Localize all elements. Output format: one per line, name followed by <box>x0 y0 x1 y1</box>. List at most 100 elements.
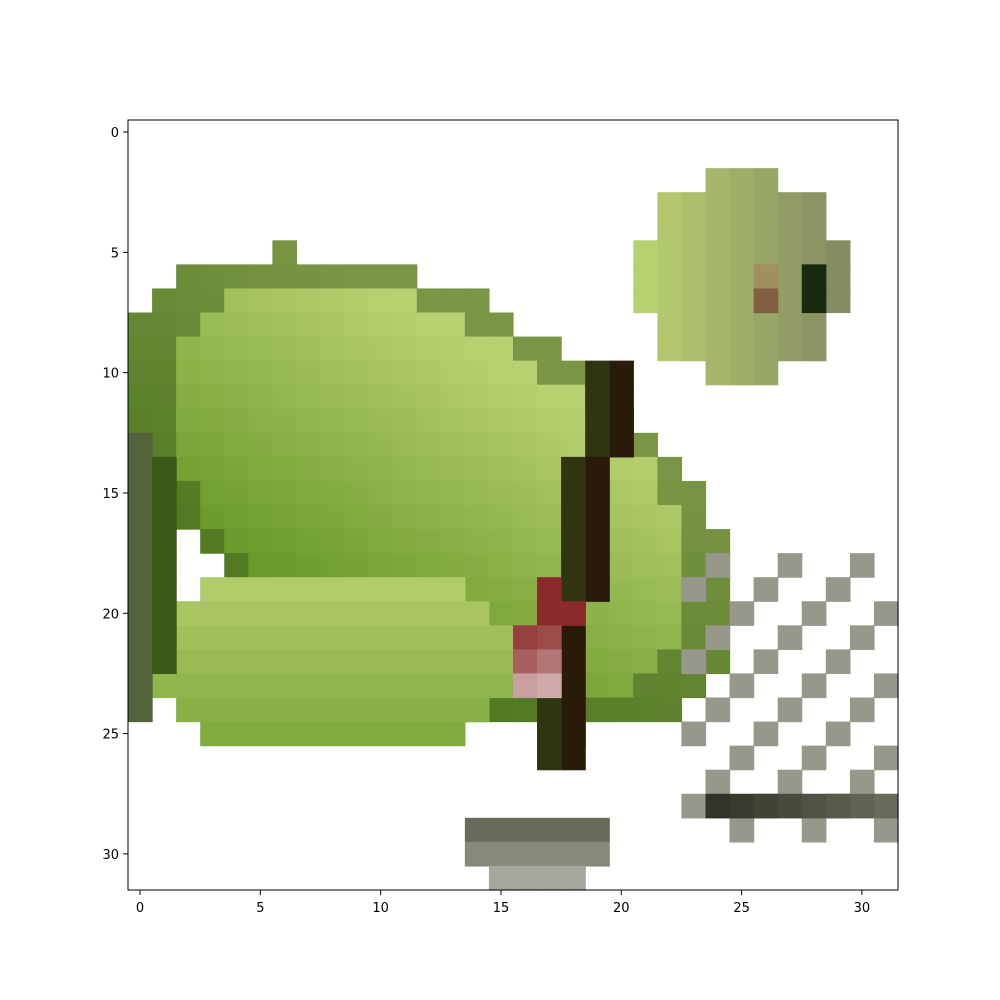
pixel <box>200 456 225 482</box>
pixel <box>416 625 442 650</box>
pixel <box>272 793 298 819</box>
pixel <box>873 841 899 867</box>
pixel <box>849 841 875 867</box>
pixel <box>296 384 322 410</box>
pixel <box>633 793 658 819</box>
pixel <box>488 480 514 506</box>
pixel <box>248 817 273 843</box>
pixel <box>296 673 322 699</box>
pixel <box>320 577 346 602</box>
pixel <box>296 577 322 602</box>
pixel <box>200 793 225 819</box>
pixel <box>200 480 225 506</box>
pixel <box>416 480 442 506</box>
pixel <box>609 432 634 458</box>
pixel <box>609 529 634 554</box>
pixel <box>825 865 851 891</box>
pixel <box>873 601 899 626</box>
pixel <box>416 168 442 193</box>
pixel <box>272 649 298 675</box>
pixel <box>128 144 153 169</box>
pixel <box>681 264 707 290</box>
pixel <box>633 553 658 578</box>
pixel <box>464 841 490 867</box>
pixel <box>248 192 273 217</box>
pixel <box>777 793 803 819</box>
pixel <box>729 865 755 891</box>
pixel <box>176 408 201 434</box>
pixel <box>272 240 298 265</box>
pixel <box>248 697 273 723</box>
pixel <box>849 480 875 506</box>
pixel <box>320 216 346 241</box>
pixel <box>777 721 803 747</box>
pixel <box>609 817 634 843</box>
y-tick-label: 30 <box>102 848 119 863</box>
pixel <box>272 216 298 241</box>
pixel <box>152 745 177 771</box>
pixel <box>849 456 875 482</box>
pixel <box>296 264 322 290</box>
x-tick-label: 10 <box>372 901 389 916</box>
pixel <box>464 456 490 482</box>
pixel <box>464 793 490 819</box>
pixel <box>128 721 153 747</box>
pixel <box>801 505 827 530</box>
pixel <box>128 456 153 482</box>
pixel <box>777 288 803 314</box>
pixel <box>224 745 249 771</box>
pixel <box>633 408 658 434</box>
pixel <box>464 336 490 362</box>
pixel <box>681 601 707 626</box>
pixel <box>753 288 779 314</box>
pixel <box>681 865 707 891</box>
pixel <box>200 312 225 338</box>
pixel <box>849 529 875 554</box>
pixel <box>705 432 731 458</box>
pixel <box>801 336 827 362</box>
pixel <box>320 673 346 699</box>
pixel <box>128 360 153 386</box>
pixel <box>561 192 586 217</box>
pixel <box>753 264 779 290</box>
pixel <box>825 360 851 386</box>
pixel <box>537 240 562 265</box>
pixel <box>657 264 683 290</box>
pixel <box>609 721 634 747</box>
pixel <box>320 192 346 217</box>
pixel <box>152 144 177 169</box>
pixel <box>561 312 586 338</box>
pixel <box>464 216 490 241</box>
pixel <box>152 865 177 891</box>
pixel <box>320 360 346 386</box>
pixel <box>464 721 490 747</box>
pixel <box>753 144 779 169</box>
pixel <box>657 841 683 867</box>
pixel <box>513 360 538 386</box>
pixel <box>513 384 538 410</box>
pixel <box>392 192 418 217</box>
pixel <box>440 505 466 530</box>
pixel <box>513 120 538 145</box>
pixel <box>392 529 418 554</box>
pixel <box>128 505 153 530</box>
pixel <box>849 793 875 819</box>
pixel <box>513 264 538 290</box>
pixel <box>344 288 370 314</box>
pixel <box>849 601 875 626</box>
pixel <box>585 697 610 723</box>
pixel <box>777 360 803 386</box>
pixel <box>488 384 514 410</box>
pixel <box>729 264 755 290</box>
axes-frame <box>127 119 899 891</box>
pixel <box>224 601 249 626</box>
pixel <box>585 144 610 169</box>
pixel <box>705 312 731 338</box>
pixel <box>513 841 538 867</box>
pixel <box>537 601 562 626</box>
pixel <box>248 432 273 458</box>
pixel <box>633 288 658 314</box>
pixel <box>248 745 273 771</box>
pixel <box>272 288 298 314</box>
pixel <box>272 408 298 434</box>
